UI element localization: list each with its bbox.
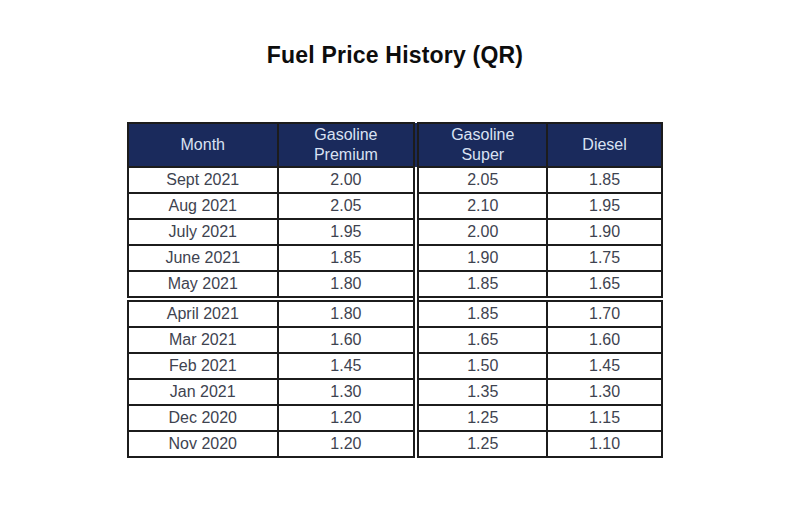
- fuel-price-table: Month Gasoline Premium Gasoline Super Di…: [127, 122, 663, 458]
- header-row: Month Gasoline Premium Gasoline Super Di…: [128, 123, 662, 167]
- month-cell: Mar 2021: [128, 327, 278, 353]
- diesel-cell: 1.45: [547, 353, 662, 379]
- month-cell: Feb 2021: [128, 353, 278, 379]
- table-row: Dec 2020 1.20 1.25 1.15: [128, 405, 662, 431]
- document-page: Fuel Price History (QR) Month Gasoline P…: [0, 0, 800, 529]
- diesel-cell: 1.70: [547, 299, 662, 327]
- gasoline-super-cell: 1.85: [416, 271, 547, 299]
- page-title: Fuel Price History (QR): [127, 42, 663, 69]
- month-cell: Dec 2020: [128, 405, 278, 431]
- month-cell: Jan 2021: [128, 379, 278, 405]
- gasoline-super-cell: 1.25: [416, 405, 547, 431]
- table-row: Jan 2021 1.30 1.35 1.30: [128, 379, 662, 405]
- gasoline-premium-cell: 2.05: [278, 193, 417, 219]
- gasoline-premium-cell: 2.00: [278, 167, 417, 193]
- gasoline-premium-cell: 1.20: [278, 431, 417, 457]
- diesel-cell: 1.30: [547, 379, 662, 405]
- gasoline-premium-cell: 1.85: [278, 245, 417, 271]
- table-row: Mar 2021 1.60 1.65 1.60: [128, 327, 662, 353]
- table-row: July 2021 1.95 2.00 1.90: [128, 219, 662, 245]
- diesel-cell: 1.85: [547, 167, 662, 193]
- month-cell: Aug 2021: [128, 193, 278, 219]
- diesel-cell: 1.15: [547, 405, 662, 431]
- table-row: May 2021 1.80 1.85 1.65: [128, 271, 662, 299]
- gasoline-super-cell: 1.90: [416, 245, 547, 271]
- gasoline-super-cell: 1.50: [416, 353, 547, 379]
- header-gasoline-premium: Gasoline Premium: [278, 123, 417, 167]
- gasoline-super-cell: 1.85: [416, 299, 547, 327]
- month-cell: May 2021: [128, 271, 278, 299]
- diesel-cell: 1.95: [547, 193, 662, 219]
- month-cell: July 2021: [128, 219, 278, 245]
- gasoline-super-cell: 1.35: [416, 379, 547, 405]
- month-cell: June 2021: [128, 245, 278, 271]
- table-header: Month Gasoline Premium Gasoline Super Di…: [128, 123, 662, 167]
- diesel-cell: 1.75: [547, 245, 662, 271]
- month-cell: April 2021: [128, 299, 278, 327]
- gasoline-super-cell: 1.65: [416, 327, 547, 353]
- gasoline-premium-cell: 1.60: [278, 327, 417, 353]
- table-row: April 2021 1.80 1.85 1.70: [128, 299, 662, 327]
- gasoline-premium-cell: 1.30: [278, 379, 417, 405]
- gasoline-premium-cell: 1.20: [278, 405, 417, 431]
- header-gasoline-super: Gasoline Super: [416, 123, 547, 167]
- gasoline-premium-cell: 1.80: [278, 271, 417, 299]
- table-row: Sept 2021 2.00 2.05 1.85: [128, 167, 662, 193]
- diesel-cell: 1.65: [547, 271, 662, 299]
- table-row: Nov 2020 1.20 1.25 1.10: [128, 431, 662, 457]
- diesel-cell: 1.10: [547, 431, 662, 457]
- gasoline-super-cell: 2.00: [416, 219, 547, 245]
- diesel-cell: 1.90: [547, 219, 662, 245]
- table-row: Feb 2021 1.45 1.50 1.45: [128, 353, 662, 379]
- month-cell: Nov 2020: [128, 431, 278, 457]
- diesel-cell: 1.60: [547, 327, 662, 353]
- table-row: June 2021 1.85 1.90 1.75: [128, 245, 662, 271]
- gasoline-super-cell: 1.25: [416, 431, 547, 457]
- gasoline-premium-cell: 1.45: [278, 353, 417, 379]
- header-month: Month: [128, 123, 278, 167]
- table-row: Aug 2021 2.05 2.10 1.95: [128, 193, 662, 219]
- gasoline-super-cell: 2.05: [416, 167, 547, 193]
- gasoline-super-cell: 2.10: [416, 193, 547, 219]
- gasoline-premium-cell: 1.95: [278, 219, 417, 245]
- month-cell: Sept 2021: [128, 167, 278, 193]
- gasoline-premium-cell: 1.80: [278, 299, 417, 327]
- header-diesel: Diesel: [547, 123, 662, 167]
- table-body: Sept 2021 2.00 2.05 1.85 Aug 2021 2.05 2…: [128, 167, 662, 457]
